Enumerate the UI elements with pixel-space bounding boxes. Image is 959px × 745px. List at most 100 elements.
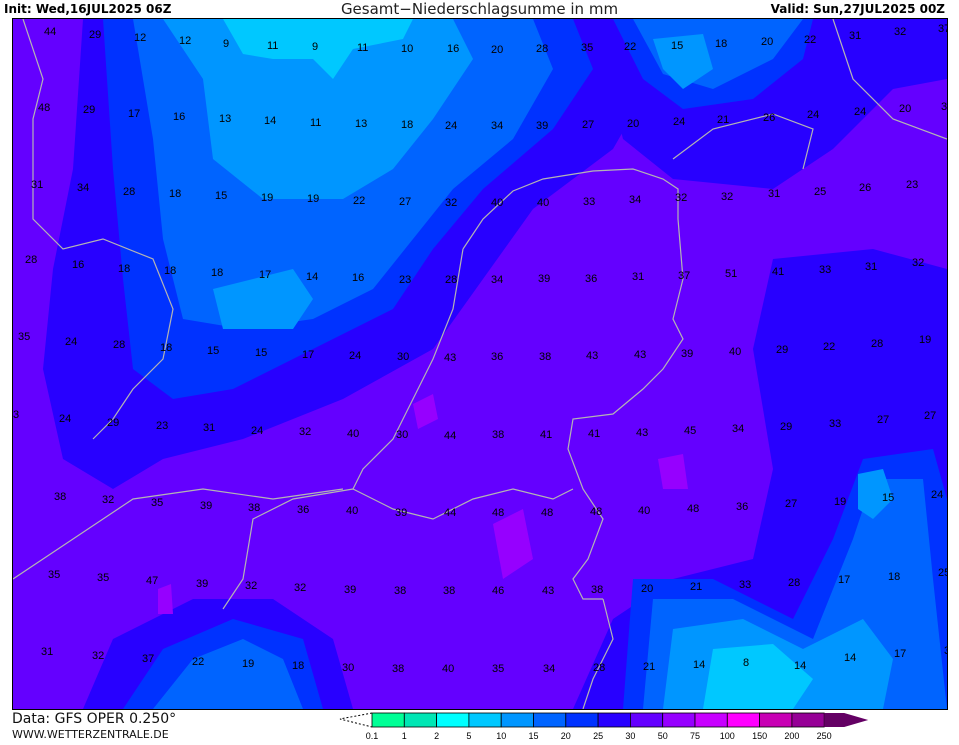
legend-tick-label: 20 (561, 731, 571, 741)
value-label: 43 (634, 349, 646, 361)
coastline-france (13, 488, 344, 580)
legend-tick-label: 30 (625, 731, 635, 741)
value-label: 45 (684, 425, 696, 437)
value-label: 35 (18, 331, 30, 343)
field-10-15-west (163, 19, 473, 199)
value-label: 21 (717, 114, 729, 126)
value-label: 40 (729, 346, 741, 358)
value-label: 24 (807, 109, 819, 121)
legend-tick-label: 5 (466, 731, 471, 741)
legend-color-swatch (403, 712, 438, 728)
value-label: 17 (894, 648, 906, 660)
field-50-75-c (658, 454, 688, 489)
value-label: 32 (92, 650, 104, 662)
legend-color-swatch (662, 712, 696, 728)
value-label: 29 (107, 417, 119, 429)
value-label: 31 (865, 261, 877, 273)
value-label: 28 (25, 254, 37, 266)
value-label: 40 (638, 505, 650, 517)
legend-tick-label: 250 (817, 731, 832, 741)
legend-color-swatch (468, 712, 502, 728)
legend-color-swatch (694, 712, 728, 728)
value-label: 36 (491, 351, 503, 363)
value-label: 35 (97, 572, 109, 584)
value-label: 40 (347, 428, 359, 440)
value-label: 27 (399, 196, 411, 208)
value-label: 34 (732, 423, 744, 435)
value-label: 18 (118, 263, 130, 275)
value-label: 28 (593, 662, 605, 674)
legend-color-swatch (533, 712, 567, 728)
value-label: 38 (591, 584, 603, 596)
value-label: 12 (134, 32, 146, 44)
value-label: 28 (536, 43, 548, 55)
value-label: 20 (491, 44, 503, 56)
value-label: 46 (492, 585, 504, 597)
precipitation-map: 44 29 12 12 9 11 9 11 10 16 20 28 35 22 15 18 20 22 31 32 37… (12, 18, 948, 710)
legend-color-swatch (597, 712, 631, 728)
field-5-10-north (223, 19, 413, 79)
value-label: 48 (687, 503, 699, 515)
value-label: 24 (445, 120, 457, 132)
value-label: 36 (585, 273, 597, 285)
value-label: 18 (164, 265, 176, 277)
legend-color-swatch (759, 712, 793, 728)
value-label: 18 (292, 660, 304, 672)
value-label: 34 (629, 194, 641, 206)
value-label: 21 (643, 661, 655, 673)
value-label: 19 (919, 334, 931, 346)
precipitation-field: 44 29 12 12 9 11 9 11 10 16 20 28 35 22 15 18 20 22 31 32 37… (13, 19, 947, 709)
value-label: 33 (829, 418, 841, 430)
field-10-15-east (858, 469, 893, 519)
value-label: 18 (160, 342, 172, 354)
value-label: 31 (849, 30, 861, 42)
legend-tick-label: 1 (402, 731, 407, 741)
value-label: 33 (583, 196, 595, 208)
map-title: Gesamt−Niederschlagsumme in mm (340, 0, 619, 18)
value-label: 51 (725, 268, 737, 280)
value-label: 3 (13, 409, 19, 421)
value-label: 31 (31, 179, 43, 191)
value-label: 41 (540, 429, 552, 441)
value-label: 16 (173, 111, 185, 123)
value-label: 35 (151, 497, 163, 509)
value-label: 19 (307, 193, 319, 205)
value-label: 34 (491, 120, 503, 132)
value-label: 27 (924, 410, 936, 422)
legend-tick-label: 150 (752, 731, 767, 741)
value-label: 25 (938, 567, 947, 579)
value-label: 22 (624, 41, 636, 53)
value-label: 20 (899, 103, 911, 115)
value-label: 34 (543, 663, 555, 675)
value-label: 28 (445, 274, 457, 286)
value-label: 17 (128, 108, 140, 120)
value-label: 35 (492, 663, 504, 675)
value-label: 27 (877, 414, 889, 426)
value-label: 24 (251, 425, 263, 437)
value-label: 28 (788, 577, 800, 589)
legend-tick-label: 75 (690, 731, 700, 741)
value-label: 14 (794, 660, 806, 672)
value-label: 32 (102, 494, 114, 506)
value-label: 32 (299, 426, 311, 438)
legend-color-swatch (791, 712, 825, 728)
value-label: 28 (871, 338, 883, 350)
value-label: 9 (312, 41, 318, 53)
legend-tick-label: 200 (784, 731, 799, 741)
value-label: 39 (536, 120, 548, 132)
value-label: 35 (48, 569, 60, 581)
value-label: 28 (113, 339, 125, 351)
value-label: 29 (780, 421, 792, 433)
value-label: 29 (89, 29, 101, 41)
field-50-75-b (493, 509, 533, 579)
value-label: 26 (763, 112, 775, 124)
value-label: 37 (944, 645, 947, 657)
value-label: 34 (491, 274, 503, 286)
value-label: 19 (242, 658, 254, 670)
value-label: 43 (444, 352, 456, 364)
coastline-uk (22, 19, 174, 440)
value-label: 14 (264, 115, 276, 127)
legend-tick-label: 2 (434, 731, 439, 741)
border-germany (582, 598, 614, 709)
value-label: 40 (491, 197, 503, 209)
